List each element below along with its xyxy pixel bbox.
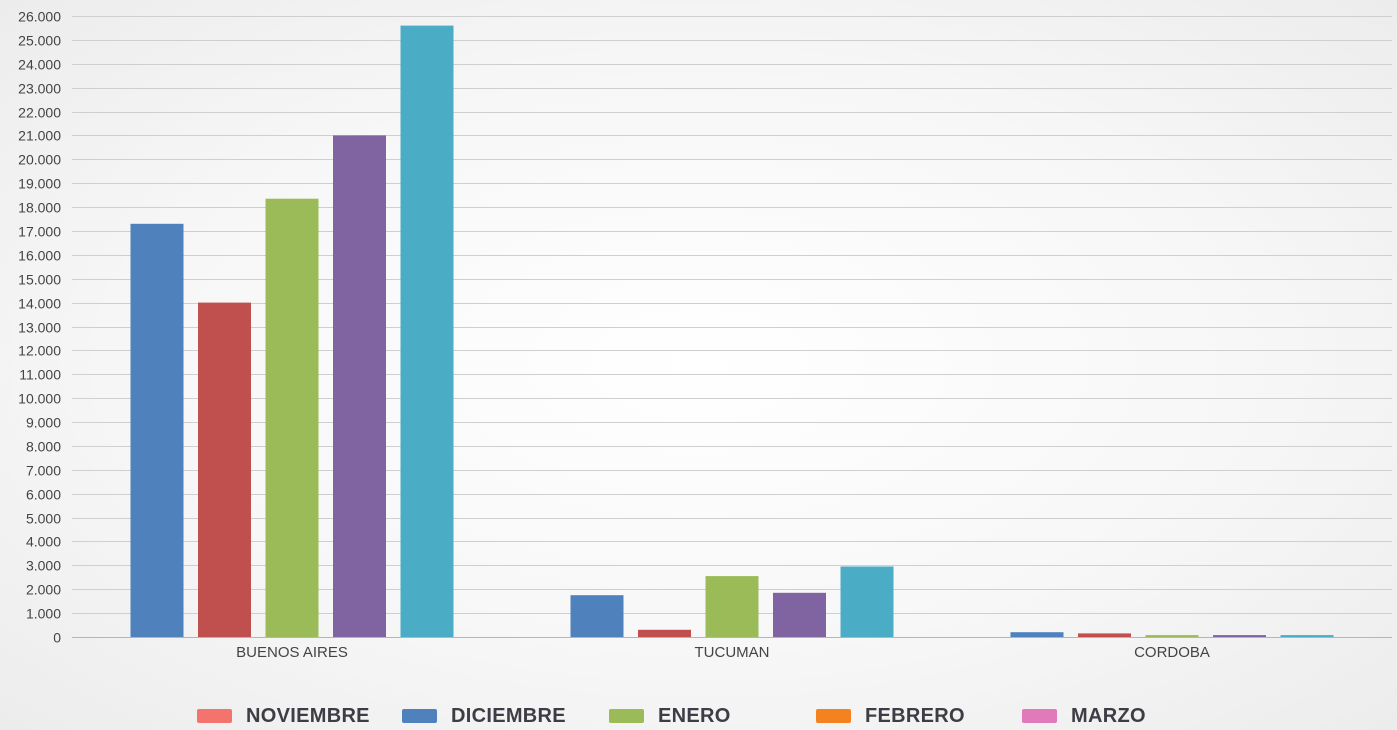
y-tick-label: 17.000 [18, 224, 61, 240]
y-tick-label: 10.000 [18, 391, 61, 407]
y-tick-label: 11.000 [19, 367, 61, 383]
legend-swatch [1022, 709, 1057, 723]
y-tick-label: 21.000 [18, 128, 61, 144]
y-tick-label: 13.000 [18, 320, 61, 336]
legend-swatch [197, 709, 232, 723]
y-tick-label: 19.000 [18, 176, 61, 192]
bar [1280, 635, 1334, 637]
bar [1010, 632, 1064, 637]
y-tick-label: 7.000 [26, 463, 61, 479]
y-tick-label: 4.000 [26, 534, 61, 550]
legend-label: NOVIEMBRE [246, 704, 370, 727]
legend-label: ENERO [658, 704, 731, 727]
legend-label: FEBRERO [865, 704, 965, 727]
bar [400, 25, 454, 638]
x-category-label: TUCUMAN [695, 644, 770, 661]
y-tick-label: 26.000 [18, 9, 61, 25]
legend-swatch [816, 709, 851, 723]
y-tick-label: 8.000 [26, 439, 61, 455]
legend-item: FEBRERO [816, 705, 965, 727]
bar [1145, 635, 1199, 637]
bar-chart: 0 1.000 2.000 3.000 4.000 5.000 6.000 7.000 8.00… [18, 9, 1392, 661]
bar [265, 198, 319, 637]
legend-item: MARZO [1022, 705, 1146, 727]
y-tick-label: 22.000 [18, 105, 61, 121]
y-tick-label: 14.000 [18, 296, 61, 312]
legend-label: DICIEMBRE [451, 704, 566, 727]
y-tick-label: 24.000 [18, 57, 61, 73]
bar [198, 302, 251, 637]
y-tick-label: 12.000 [18, 343, 61, 359]
y-tick-label: 20.000 [18, 152, 61, 168]
bar [840, 566, 894, 637]
y-tick-label: 9.000 [26, 415, 61, 431]
y-tick-label: 16.000 [18, 248, 61, 264]
y-tick-label: 2.000 [26, 582, 61, 598]
bar [130, 223, 184, 638]
chart-legend: NOVIEMBRE DICIEMBRE ENERO FEBRERO MARZO [0, 700, 1397, 730]
legend-swatch [402, 709, 437, 723]
legend-label: MARZO [1071, 704, 1146, 727]
y-tick-label: 5.000 [26, 511, 61, 527]
x-category-label: BUENOS AIRES [236, 644, 348, 661]
bar [1213, 635, 1266, 637]
bar [773, 592, 826, 637]
bar [570, 595, 624, 637]
y-tick-label: 0 [53, 630, 61, 646]
bar [638, 629, 691, 637]
y-tick-label: 3.000 [26, 558, 61, 574]
legend-item: NOVIEMBRE [197, 705, 370, 727]
y-tick-label: 18.000 [18, 200, 61, 216]
legend-swatch [609, 709, 644, 723]
bar [705, 576, 759, 637]
x-category-label: CORDOBA [1134, 644, 1210, 661]
y-tick-label: 15.000 [18, 272, 61, 288]
y-tick-label: 6.000 [26, 487, 61, 503]
y-tick-label: 1.000 [26, 606, 61, 622]
legend-item: DICIEMBRE [402, 705, 566, 727]
bar [333, 135, 386, 637]
y-tick-label: 25.000 [18, 33, 61, 49]
legend-item: ENERO [609, 705, 731, 727]
bar [1078, 633, 1131, 637]
y-tick-label: 23.000 [18, 81, 61, 97]
